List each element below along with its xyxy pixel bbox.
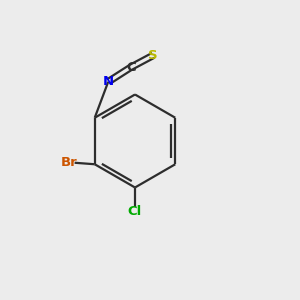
Text: Br: Br bbox=[61, 156, 78, 169]
Text: C: C bbox=[126, 61, 136, 74]
Text: S: S bbox=[148, 49, 158, 62]
Text: Cl: Cl bbox=[128, 205, 142, 218]
Text: N: N bbox=[103, 75, 114, 88]
